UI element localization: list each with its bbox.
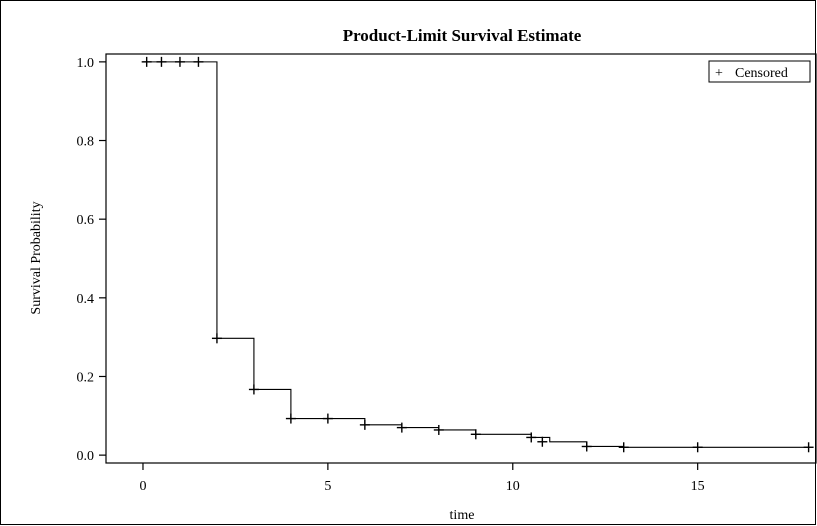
y-axis: 0.0 0.2 0.4 0.6 0.8 1.0 (77, 56, 106, 464)
censor-marker (581, 441, 592, 452)
censor-marker (692, 442, 703, 453)
y-tick-label: 0.4 (77, 292, 95, 307)
censor-marker (322, 413, 333, 424)
x-tick-label: 0 (139, 479, 146, 494)
censor-marker (174, 56, 185, 67)
censor-markers (141, 56, 814, 453)
y-tick-label: 0.6 (77, 213, 95, 228)
censor-marker (803, 442, 814, 453)
censor-marker (211, 333, 222, 344)
censor-marker (359, 419, 370, 430)
chart-title: Product-Limit Survival Estimate (343, 26, 582, 45)
x-tick-label: 5 (324, 479, 331, 494)
censor-marker (433, 424, 444, 435)
censor-marker (156, 56, 167, 67)
x-tick-label: 10 (506, 479, 520, 494)
y-tick-label: 0.8 (77, 135, 95, 150)
censor-marker (526, 432, 537, 443)
x-axis-label: time (450, 508, 475, 523)
survival-curve (142, 61, 809, 448)
y-tick-label: 0.2 (77, 370, 95, 385)
y-tick-label: 1.0 (77, 56, 95, 71)
plot-area (105, 53, 817, 464)
censor-marker (537, 436, 548, 447)
legend-label-censored: Censored (735, 66, 788, 81)
x-axis: 0 5 10 15 (139, 463, 705, 494)
censor-marker (618, 442, 629, 453)
x-tick-label: 15 (691, 479, 705, 494)
censor-marker (193, 56, 204, 67)
y-axis-label: Survival Probability (29, 201, 44, 314)
censor-marker (285, 413, 296, 424)
censor-marker (470, 429, 481, 440)
legend: + Censored (708, 60, 811, 83)
legend-marker-icon: + (715, 66, 723, 81)
censor-marker (141, 56, 152, 67)
y-tick-label: 0.0 (77, 449, 95, 464)
censor-marker (396, 422, 407, 433)
legend-box (708, 60, 811, 83)
censor-marker (248, 384, 259, 395)
